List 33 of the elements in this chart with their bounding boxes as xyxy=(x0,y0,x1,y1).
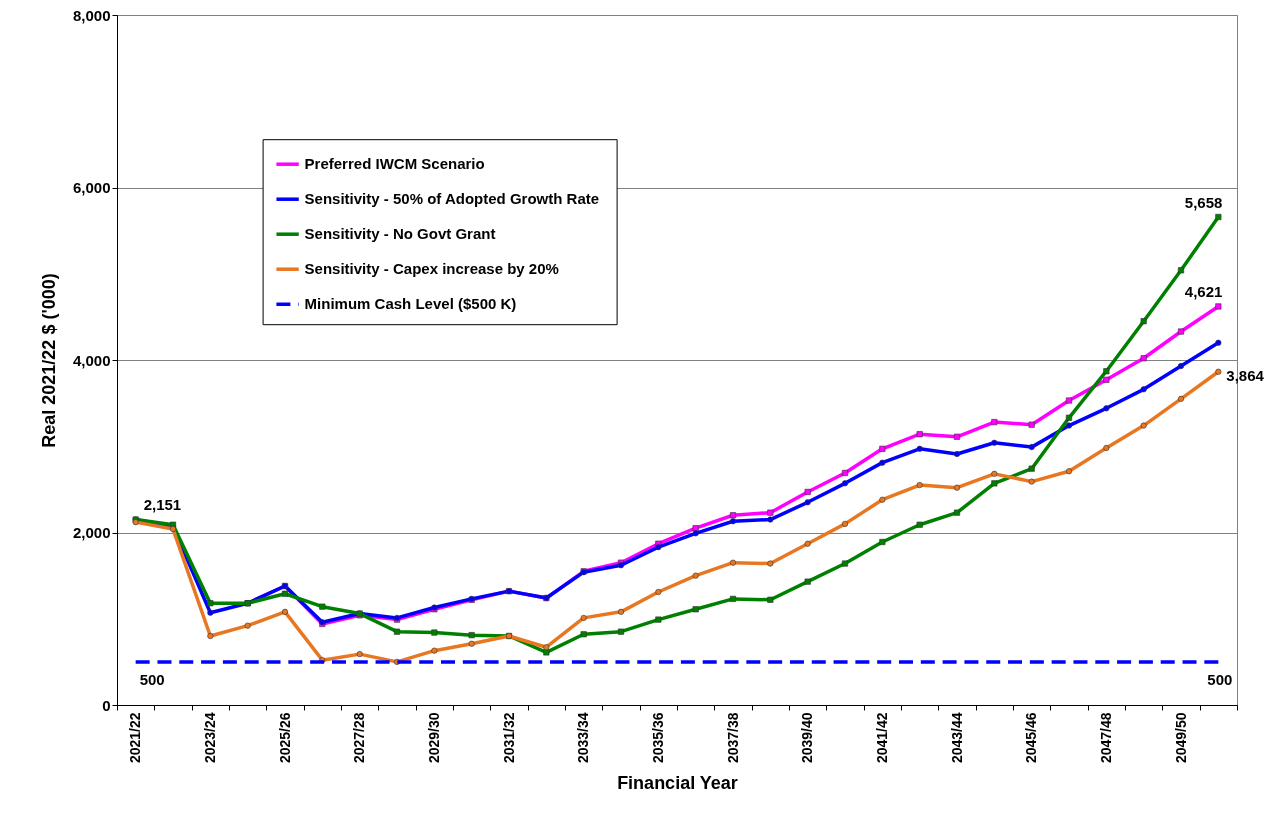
legend-label: Sensitivity - No Govt Grant xyxy=(304,225,496,243)
x-tick-label: 2021/22 xyxy=(127,712,144,764)
x-tick-label: 2043/44 xyxy=(948,712,965,764)
data-label: 5,658 xyxy=(1184,194,1223,211)
legend-label: Sensitivity - 50% of Adopted Growth Rate xyxy=(304,190,600,208)
y-tick-label: 8,000 xyxy=(72,6,111,24)
legend-label: Preferred IWCM Scenario xyxy=(304,155,485,173)
x-axis-title: Financial Year xyxy=(617,773,738,794)
legend-label: Minimum Cash Level ($500 K) xyxy=(304,295,517,313)
data-label: 4,621 xyxy=(1184,283,1223,301)
legend-label: Sensitivity - Capex increase by 20% xyxy=(304,260,559,278)
x-tick-label: 2027/28 xyxy=(351,712,368,764)
x-tick-label: 2049/50 xyxy=(1172,712,1189,764)
y-tick-label: 4,000 xyxy=(72,351,111,369)
x-tick-label: 2039/40 xyxy=(799,712,816,764)
x-tick-label: 2045/46 xyxy=(1023,712,1040,764)
data-label: 2,151 xyxy=(143,496,182,514)
x-tick-label: 2047/48 xyxy=(1097,712,1114,764)
x-tick-label: 2035/36 xyxy=(649,712,666,764)
x-tick-label: 2029/30 xyxy=(425,712,442,764)
x-tick-label: 2023/24 xyxy=(201,712,218,764)
data-label: 500 xyxy=(139,670,165,688)
y-tick-label: 2,000 xyxy=(72,524,111,541)
x-tick-label: 2031/32 xyxy=(500,712,517,764)
y-tick-label: 0 xyxy=(102,696,111,714)
data-label: 3,864 xyxy=(1226,366,1265,384)
x-tick-label: 2037/38 xyxy=(724,712,741,764)
y-axis-title: Real 2021/22 $ ('000) xyxy=(38,273,59,448)
data-label: 500 xyxy=(1207,670,1233,688)
x-tick-label: 2033/34 xyxy=(575,712,592,764)
x-tick-label: 2041/42 xyxy=(873,712,890,764)
y-tick-label: 6,000 xyxy=(72,179,111,196)
x-tick-label: 2025/26 xyxy=(276,712,293,764)
